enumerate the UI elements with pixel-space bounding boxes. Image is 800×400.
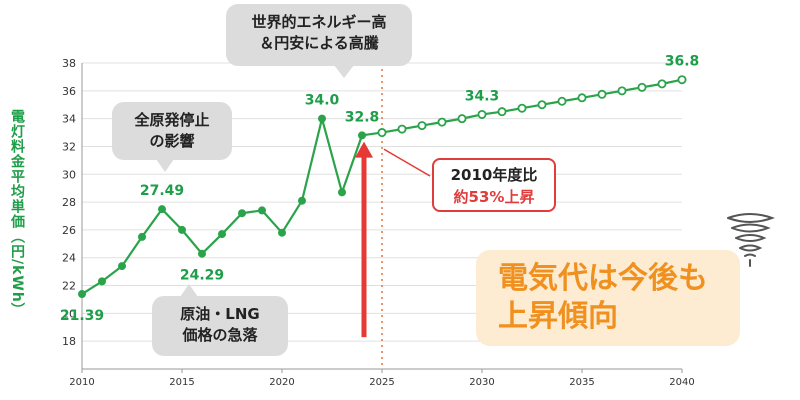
actual-point-2018 [238,209,246,218]
y-axis-label: 電灯料金平均単価（円/kWh） [9,108,25,318]
actual-point-2016 [198,249,206,258]
y-tick-20: 20 [62,307,76,320]
oil-lng-line2: 価格の急落 [182,326,258,344]
projection-point-2032 [517,103,527,113]
y-tick-28: 28 [62,196,76,209]
arrow-head [355,141,373,158]
projection-point-2035 [577,93,587,103]
x-tick-2025: 2025 [369,377,394,388]
actual-point-2020 [278,228,286,237]
projection-point-2026 [397,124,407,134]
projection-point-2030 [477,109,487,119]
axes: 18 20 22 24 26 28 30 32 34 36 38 2010 2015 2020 2025 20… [62,57,695,388]
global-surge-line1: 世界的エネルギー高 [251,13,387,31]
actual-point-2019 [258,206,266,215]
series-projection [361,75,687,138]
data-label-2014: 27.49 [140,183,184,199]
data-label-2010: 21.39 [60,308,104,324]
y-tick-38: 38 [62,57,76,70]
actual-point-2011 [98,277,106,286]
tornado-icon [727,213,775,267]
projection-point-2029 [457,114,467,124]
projection-point-2034 [557,96,567,106]
data-label-2016: 24.29 [180,268,224,284]
actual-point-2021 [298,196,306,205]
oil-lng-line1: 原油・LNG [180,305,260,323]
vs-2010-value: 約53%上昇 [453,188,535,206]
actual-point-2014 [158,205,166,214]
nuclear-stop-bubble: 全原発停止 の影響 [112,102,232,172]
data-labels: 21.39 27.49 24.29 34.0 32.8 34.3 36.8 [60,54,699,324]
y-tick-26: 26 [62,224,76,237]
series-actual [78,114,366,299]
oil-lng-bubble: 原油・LNG 価格の急落 [152,284,288,356]
data-label-2022: 34.0 [305,93,340,109]
y-tick-30: 30 [62,168,76,181]
actual-point-2010 [78,290,86,299]
nuclear-stop-line1: 全原発停止 [134,111,210,129]
data-label-2030: 34.3 [465,88,500,104]
projection-point-2038 [637,82,647,92]
vs-2010-callout: 2010年度比 約53%上昇 [432,158,556,212]
trend-line1: 電気代は今後も [498,261,708,296]
x-tick-2010: 2010 [69,377,94,388]
y-tick-24: 24 [62,252,76,265]
data-label-2024: 32.8 [345,109,380,125]
actual-point-2015 [178,225,186,234]
y-tick-36: 36 [62,85,76,98]
actual-point-2012 [118,262,126,271]
actual-point-2013 [138,232,146,241]
projection-point-2036 [597,89,607,99]
y-tick-18: 18 [62,335,76,348]
trend-line2: 上昇傾向 [498,299,618,334]
data-label-2040: 36.8 [665,54,700,70]
projection-point-2027 [417,121,427,131]
y-tick-34: 34 [62,113,76,126]
projection-point-2033 [537,100,547,110]
projection-point-2028 [437,117,447,127]
projection-point-2031 [497,107,507,117]
projection-point-2037 [617,86,627,96]
actual-point-2022 [318,114,326,123]
x-tick-2040: 2040 [669,377,694,388]
x-tick-2015: 2015 [169,377,194,388]
projection-point-2039 [657,79,667,89]
global-surge-bubble: 世界的エネルギー高 ＆円安による高騰 [226,4,412,78]
vs-2010-title: 2010年度比 [450,166,538,184]
x-tick-2030: 2030 [469,377,494,388]
callout-pointer [383,148,431,177]
nuclear-stop-line2: の影響 [149,132,195,150]
x-tick-2035: 2035 [569,377,594,388]
actual-point-2017 [218,230,226,239]
rise-arrow [355,141,431,338]
global-surge-line2: ＆円安による高騰 [259,34,379,52]
projection-point-2040 [677,75,687,85]
x-tick-2020: 2020 [269,377,294,388]
projection-point-2025 [377,128,387,138]
y-tick-22: 22 [62,280,76,293]
actual-point-2023 [338,188,346,197]
y-tick-32: 32 [62,140,76,153]
trend-box: 電気代は今後も 上昇傾向 [476,250,740,346]
